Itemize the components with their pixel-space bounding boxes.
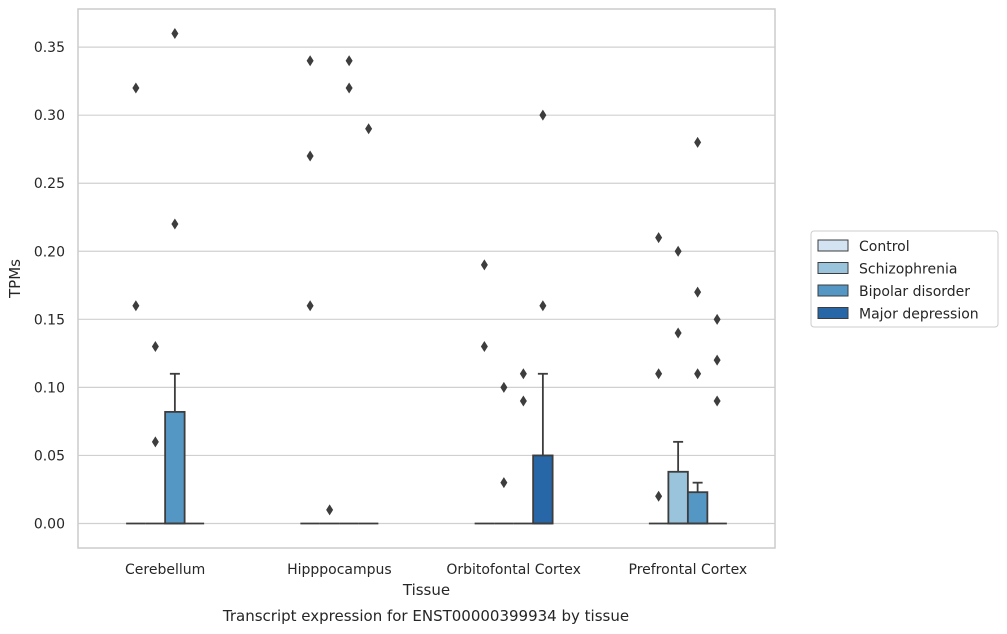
x-tick-label: Orbitofontal Cortex: [446, 562, 581, 578]
outlier-point: [713, 354, 721, 366]
outlier-point: [539, 109, 547, 121]
legend-items: Control Schizophrenia Bipolar disorder Majo…: [817, 239, 979, 323]
outlier-point: [132, 300, 140, 312]
y-tick-label: 0.10: [34, 380, 65, 396]
outlier-point: [306, 300, 314, 312]
outlier-point: [694, 286, 702, 298]
outlier-points: [132, 28, 721, 516]
outlier-point: [655, 368, 663, 380]
outlier-point: [306, 55, 314, 67]
outlier-point: [655, 490, 663, 502]
outlier-point: [655, 232, 663, 244]
box-body: [164, 410, 186, 525]
outlier-point: [694, 368, 702, 380]
legend-swatch: [817, 239, 849, 252]
box-body: [532, 454, 554, 525]
box-body: [667, 470, 689, 525]
x-tick-label: Cerebellum: [125, 562, 205, 578]
outlier-point: [674, 245, 682, 257]
outlier-point: [306, 150, 314, 162]
box-bipolar-disorder: [164, 372, 186, 525]
outlier-point: [694, 136, 702, 148]
outlier-point: [171, 28, 179, 39]
outlier-point: [132, 82, 140, 94]
legend-swatch: [817, 284, 849, 297]
box-major-depression: [532, 372, 554, 525]
outlier-point: [151, 341, 159, 353]
y-tick-label: 0.00: [34, 517, 65, 533]
outlier-point: [500, 477, 508, 489]
legend-swatch: [817, 307, 849, 319]
legend-label: Bipolar disorder: [859, 284, 970, 300]
outlier-point: [519, 368, 527, 380]
x-tick-label: Hipppocampus: [287, 562, 392, 578]
legend-frame: [810, 230, 999, 328]
outlier-point: [713, 395, 721, 407]
outlier-point: [365, 123, 373, 135]
chart-caption: Transcript expression for ENST0000039993…: [222, 607, 629, 625]
x-axis-title: Tissue: [402, 581, 450, 599]
y-tick-label: 0.20: [34, 244, 65, 260]
outlier-point: [480, 259, 488, 271]
y-tick-label: 0.30: [34, 108, 65, 124]
outlier-point: [326, 504, 334, 516]
outlier-point: [480, 341, 488, 353]
legend-item: Bipolar disorder: [817, 284, 970, 300]
outlier-point: [500, 381, 508, 393]
legend-item: Major depression: [817, 307, 979, 323]
legend: Control Schizophrenia Bipolar disorder Majo…: [810, 230, 999, 328]
outlier-point: [539, 300, 547, 312]
box-schizophrenia: [667, 440, 689, 525]
legend-item: Control: [817, 239, 910, 255]
outlier-point: [345, 55, 353, 67]
x-axis-ticks: Cerebellum Hipppocampus Orbitofontal Corte…: [125, 562, 747, 578]
box-series: [126, 372, 727, 525]
outlier-point: [674, 327, 682, 339]
legend-label: Major depression: [859, 307, 979, 323]
y-tick-label: 0.15: [34, 312, 65, 328]
gridlines: [78, 46, 775, 525]
outlier-point: [519, 395, 527, 407]
y-tick-label: 0.25: [34, 176, 65, 192]
y-axis-ticks: 0.00 0.05 0.10 0.15 0.20 0.25 0.30 0.35: [34, 40, 65, 532]
plot-area-frame: [77, 8, 776, 549]
legend-label: Schizophrenia: [859, 262, 957, 278]
outlier-point: [171, 218, 179, 230]
x-tick-label: Prefrontal Cortex: [629, 562, 748, 578]
outlier-point: [713, 313, 721, 325]
y-tick-label: 0.35: [34, 40, 65, 56]
y-tick-label: 0.05: [34, 448, 65, 464]
box-body: [686, 491, 709, 525]
legend-label: Control: [859, 239, 910, 255]
legend-item: Schizophrenia: [817, 262, 957, 278]
y-axis-title: TPMs: [6, 259, 24, 299]
outlier-point: [151, 436, 159, 448]
box-bipolar-disorder: [686, 481, 709, 525]
outlier-point: [345, 82, 353, 94]
legend-swatch: [817, 262, 849, 274]
